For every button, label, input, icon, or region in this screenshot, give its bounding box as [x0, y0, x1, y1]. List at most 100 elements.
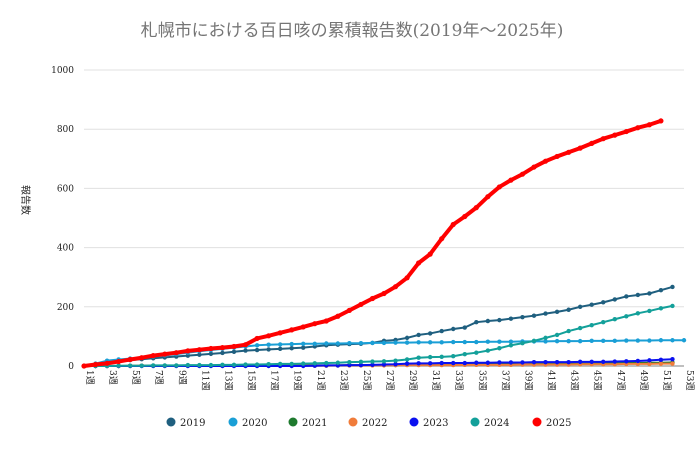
data-point	[612, 338, 617, 344]
data-point	[427, 251, 433, 257]
data-point	[462, 360, 467, 366]
legend-label: 2019	[180, 418, 205, 429]
data-point	[404, 361, 410, 366]
data-point	[427, 340, 433, 345]
data-point	[554, 338, 560, 344]
data-point	[196, 347, 202, 353]
data-point	[589, 338, 594, 344]
x-tick-label: 37週	[499, 370, 510, 390]
data-point	[208, 351, 214, 357]
data-point	[347, 341, 352, 346]
x-tick-label: 1週	[84, 370, 95, 385]
legend-marker	[166, 417, 176, 427]
data-point	[566, 338, 571, 344]
data-point	[439, 236, 445, 242]
data-point	[566, 307, 571, 312]
data-point	[612, 297, 617, 302]
data-point	[300, 324, 306, 330]
data-point	[104, 360, 110, 366]
data-point	[370, 362, 375, 368]
data-point	[173, 350, 179, 356]
data-point	[243, 362, 248, 367]
data-point	[670, 303, 675, 309]
series-line	[84, 304, 673, 367]
data-point	[254, 343, 260, 348]
data-point	[393, 340, 398, 345]
data-point	[497, 360, 502, 365]
x-tick-label: 25週	[361, 370, 372, 390]
data-point	[439, 360, 444, 366]
data-point	[312, 361, 317, 366]
data-point	[531, 359, 537, 365]
data-point	[624, 359, 629, 364]
data-point	[358, 341, 364, 346]
data-point	[612, 359, 617, 364]
data-point	[462, 325, 467, 330]
data-point	[277, 330, 283, 336]
data-point	[92, 361, 99, 368]
data-point	[266, 333, 272, 339]
data-point	[497, 346, 502, 351]
data-point	[370, 359, 375, 364]
data-point	[451, 354, 456, 359]
x-tick-label: 53週	[684, 370, 695, 390]
data-point	[543, 359, 548, 365]
data-point	[231, 362, 237, 368]
data-point	[439, 340, 444, 345]
data-point	[647, 361, 652, 367]
data-point	[242, 342, 249, 348]
x-tick-label: 7週	[153, 370, 164, 385]
legend-marker	[288, 417, 298, 427]
data-point	[392, 284, 399, 290]
data-point	[277, 342, 283, 347]
data-point	[635, 358, 641, 364]
x-tick-label: 13週	[222, 370, 233, 390]
data-point	[670, 356, 675, 362]
x-tick-label: 21週	[315, 370, 326, 390]
data-point	[451, 326, 456, 332]
data-point	[243, 348, 248, 353]
data-point	[658, 361, 664, 366]
data-point	[520, 360, 525, 365]
data-point	[439, 354, 444, 360]
data-point	[116, 358, 122, 365]
x-tick-label: 51週	[661, 370, 672, 390]
data-point	[301, 345, 306, 350]
data-point	[601, 319, 606, 325]
data-point	[508, 360, 514, 365]
x-tick-label: 35週	[476, 370, 487, 390]
data-point	[127, 363, 133, 368]
data-point	[266, 362, 271, 367]
data-point	[277, 361, 283, 367]
data-point	[139, 355, 145, 361]
data-point	[497, 317, 502, 323]
data-point	[254, 347, 260, 353]
data-point	[116, 363, 121, 368]
data-point	[485, 360, 491, 365]
data-point	[208, 345, 214, 352]
data-point	[531, 338, 537, 344]
data-point	[554, 332, 560, 338]
data-point	[301, 341, 306, 346]
data-point	[127, 356, 133, 363]
x-tick-label: 15週	[246, 370, 257, 390]
data-point	[670, 361, 675, 366]
data-point	[635, 338, 641, 343]
legend-label: 2022	[362, 418, 387, 429]
data-point	[531, 164, 537, 170]
data-point	[554, 359, 560, 365]
data-point	[612, 317, 617, 322]
data-point	[139, 363, 144, 368]
legend-marker	[470, 417, 480, 427]
data-point	[404, 340, 410, 345]
data-point	[416, 361, 421, 366]
x-tick-label: 23週	[338, 370, 349, 390]
data-point	[416, 332, 421, 338]
data-point	[658, 357, 664, 362]
x-tick-label: 43週	[569, 370, 580, 390]
data-point	[289, 341, 294, 347]
data-point	[554, 153, 560, 160]
x-tick-label: 45週	[592, 370, 603, 390]
data-point	[624, 338, 629, 343]
